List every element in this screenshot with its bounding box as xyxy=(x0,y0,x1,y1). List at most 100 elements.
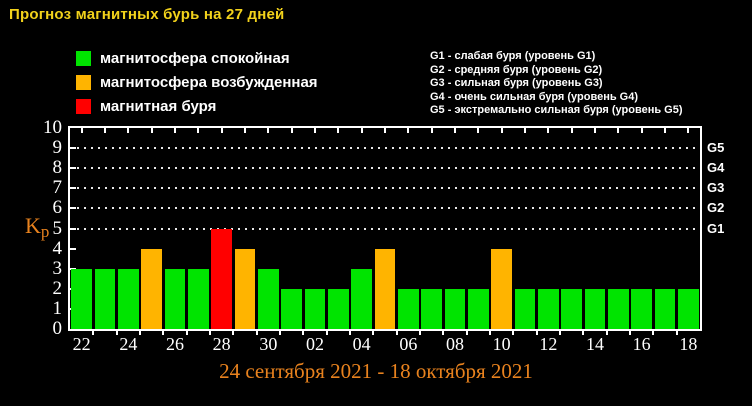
storm-level-descriptions: G1 - слабая буря (уровень G1) G2 - средня… xyxy=(430,50,683,118)
storm-level-line-5: G5 - экстремально сильная буря (уровень … xyxy=(430,104,683,117)
bar-day-26 xyxy=(164,268,186,329)
bottom-axis-tick xyxy=(372,331,375,335)
legend-label-quiet: магнитосфера спокойная xyxy=(100,49,290,67)
y-axis-label-2: 2 xyxy=(52,277,63,299)
y-axis-tick xyxy=(70,207,76,210)
gridline-kp9 xyxy=(70,147,700,150)
right-axis-label-G1: G1 xyxy=(707,220,725,236)
bar-day-14 xyxy=(584,288,606,329)
right-axis-label-G3: G3 xyxy=(707,180,725,196)
bar-day-22 xyxy=(71,268,92,329)
y-axis-tick xyxy=(70,167,76,170)
bottom-axis-tick xyxy=(395,331,398,335)
top-axis-tick xyxy=(360,128,363,133)
bar-day-01 xyxy=(281,288,302,329)
y-axis-label-7: 7 xyxy=(52,177,63,199)
bar-day-02 xyxy=(304,288,326,329)
bar-day-27 xyxy=(188,268,209,329)
y-axis-label-9: 9 xyxy=(52,137,63,159)
x-axis-label-12: 12 xyxy=(539,334,558,354)
x-axis-label-18: 18 xyxy=(679,334,698,354)
top-axis-tick xyxy=(384,128,386,133)
bottom-axis-tick xyxy=(302,331,305,335)
bar-day-07 xyxy=(421,288,442,329)
x-axis-label-06: 06 xyxy=(399,334,418,354)
top-axis-tick xyxy=(407,128,410,133)
storm-level-line-4: G4 - очень сильная буря (уровень G4) xyxy=(430,90,639,103)
gridline-kp6 xyxy=(70,207,700,210)
storm-level-line-2: G2 - средняя буря (уровень G2) xyxy=(430,63,603,76)
bottom-axis-tick xyxy=(209,331,211,335)
x-axis-label-22: 22 xyxy=(72,334,91,354)
x-axis-label-16: 16 xyxy=(632,334,651,354)
x-axis-label-10: 10 xyxy=(492,334,511,354)
bar-day-08 xyxy=(444,288,466,329)
legend-item-storm: магнитная буря xyxy=(76,94,318,118)
bottom-axis-tick xyxy=(535,331,538,335)
bar-day-15 xyxy=(608,288,629,329)
bottom-axis-tick xyxy=(419,331,421,335)
top-axis-tick xyxy=(150,128,153,133)
bottom-axis-tick xyxy=(465,331,468,335)
right-axis-label-G5: G5 xyxy=(707,140,725,156)
bar-day-29 xyxy=(234,248,256,329)
top-axis-tick xyxy=(314,128,316,133)
top-axis-tick xyxy=(127,128,130,133)
bottom-axis-tick xyxy=(489,331,491,335)
bottom-axis-tick xyxy=(185,331,188,335)
bottom-axis-tick xyxy=(629,331,631,335)
legend-item-excited: магнитосфера возбужденная xyxy=(76,70,318,94)
bar-day-23 xyxy=(94,268,116,329)
bar-day-09 xyxy=(468,288,489,329)
legend-swatch-quiet xyxy=(76,50,91,66)
legend-swatch-excited xyxy=(76,74,91,90)
x-axis-label-26: 26 xyxy=(166,334,184,354)
top-axis-tick xyxy=(337,128,340,133)
bar-day-13 xyxy=(561,288,582,329)
y-axis-tick xyxy=(70,227,76,230)
x-axis-label-02: 02 xyxy=(306,334,324,354)
bar-day-12 xyxy=(538,288,559,329)
bottom-axis-tick xyxy=(325,331,328,335)
bar-day-04 xyxy=(351,268,372,329)
bottom-axis-tick xyxy=(582,331,585,335)
top-axis-tick xyxy=(454,128,456,133)
page-title: Прогноз магнитных бурь на 27 дней xyxy=(9,6,285,23)
bottom-axis-tick xyxy=(162,331,165,335)
legend-label-storm: магнитная буря xyxy=(100,97,217,115)
bar-day-18 xyxy=(678,288,699,329)
x-axis-label-14: 14 xyxy=(586,334,604,354)
bottom-axis-tick xyxy=(652,331,655,335)
y-axis-label-1: 1 xyxy=(52,297,63,319)
y-axis-label-3: 3 xyxy=(52,257,63,279)
top-axis-tick xyxy=(617,128,620,133)
bottom-axis-tick xyxy=(92,331,95,335)
top-axis-tick xyxy=(640,128,643,133)
bottom-axis-tick xyxy=(675,331,678,335)
legend-swatch-storm xyxy=(76,98,91,114)
y-axis-label-6: 6 xyxy=(52,197,63,219)
y-axis-title: Kp xyxy=(25,213,49,242)
top-axis-tick xyxy=(267,128,270,133)
bar-day-10 xyxy=(491,248,512,329)
gridline-kp8 xyxy=(70,167,700,170)
legend-item-quiet: магнитосфера спокойная xyxy=(76,46,318,70)
x-axis-label-08: 08 xyxy=(446,334,464,354)
gridline-kp7 xyxy=(70,187,700,190)
bar-day-17 xyxy=(654,288,676,329)
bar-day-03 xyxy=(328,288,349,329)
bar-day-28 xyxy=(211,228,232,329)
y-axis-title-sub: p xyxy=(40,222,50,241)
bar-day-30 xyxy=(258,268,279,329)
right-axis-label-G4: G4 xyxy=(707,160,725,176)
top-axis-tick xyxy=(104,128,106,133)
bottom-axis-tick xyxy=(232,331,235,335)
bar-day-25 xyxy=(141,248,162,329)
top-axis-tick xyxy=(547,128,550,133)
top-axis-tick xyxy=(687,128,690,133)
top-axis-tick xyxy=(197,128,200,133)
bottom-axis-tick xyxy=(512,331,515,335)
date-range: 24 сентября 2021 - 18 октября 2021 xyxy=(219,359,533,383)
top-axis-tick xyxy=(290,128,293,133)
